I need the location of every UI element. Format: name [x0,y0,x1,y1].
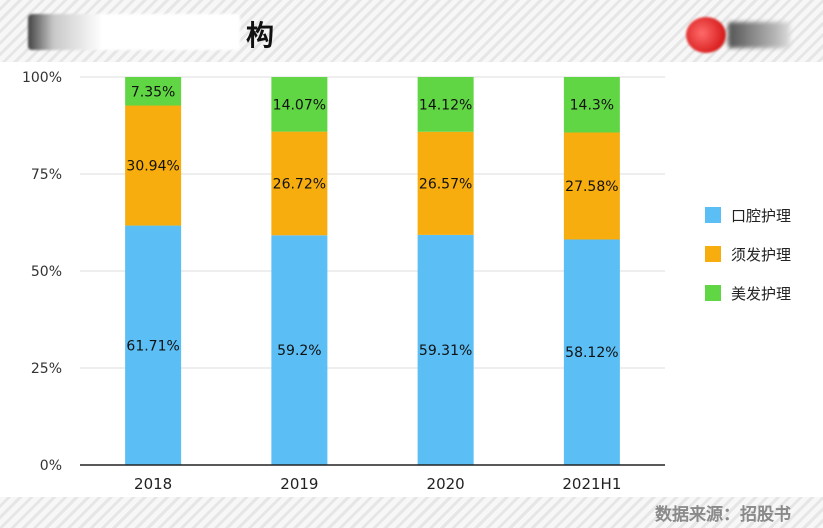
bar-segment [271,77,328,132]
bar-segment [563,239,620,465]
y-axis-ticks: 0% 25% 50% 75% 100% [22,70,62,474]
y-tick-label: 50% [31,264,62,280]
legend-label-beard-care: 须发护理 [731,245,792,264]
brand-logo-text-blurred [728,22,790,48]
bar-segment [563,132,620,240]
y-tick-label: 0% [40,458,62,474]
bar-segment [417,131,474,235]
bar-data-label: 59.2% [277,343,321,359]
bar-segment [125,105,182,226]
bar-data-label: 14.3% [570,98,614,114]
x-tick-label: 2020 [427,475,465,493]
bar-segment [271,235,328,465]
x-axis: 2018 2019 2020 2021H1 [80,464,665,493]
bar-data-label: 58.12% [565,345,618,361]
legend-swatch-hair-care [705,285,721,301]
footer-band [0,497,823,528]
bar-data-label: 61.71% [126,338,179,354]
legend-label-oral-care: 口腔护理 [731,206,792,225]
blurred-title-area [28,14,240,50]
bar-segment [271,131,328,236]
page-title: 构 [246,19,275,52]
bar-data-label: 30.94% [126,159,179,175]
bar-data-label: 14.12% [419,97,472,113]
bar-segment [417,77,474,132]
bar-segment [417,234,474,465]
y-tick-label: 25% [31,361,62,377]
bar-data-label: 26.72% [273,176,326,192]
x-tick-label: 2021H1 [562,475,621,493]
bar-segment [125,77,182,106]
brand-logo-icon [686,17,726,53]
data-source-note: 数据来源：招股书 [655,505,791,525]
legend-label-hair-care: 美发护理 [731,284,792,303]
chart-legend: 口腔护理 须发护理 美发护理 [705,205,791,322]
header-band [0,0,823,62]
y-tick-label: 100% [22,70,62,86]
legend-item-beard-care: 须发护理 [705,244,791,264]
y-tick-label: 75% [31,167,62,183]
bar-data-label: 26.57% [419,176,472,192]
x-tick-label: 2018 [134,475,172,493]
legend-item-oral-care: 口腔护理 [705,205,791,225]
bar-data-label: 59.31% [419,343,472,359]
bar-segment [563,77,620,133]
bar-data-label: 7.35% [131,84,175,100]
x-tick-label: 2019 [280,475,318,493]
bar-data-label: 14.07% [273,97,326,113]
bar-data-label: 27.58% [565,179,618,195]
legend-swatch-beard-care [705,246,721,262]
bar-segment [125,225,182,465]
legend-swatch-oral-care [705,207,721,223]
legend-item-hair-care: 美发护理 [705,283,791,303]
bars: 61.71% 30.94% 7.35% 59.2% 26.72% 14.07% 59.31%… [125,77,620,465]
